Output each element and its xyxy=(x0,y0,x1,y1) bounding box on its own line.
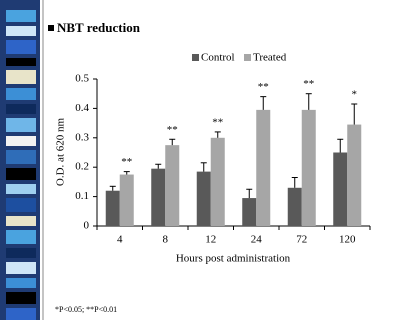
x-axis-title: Hours post administration xyxy=(176,253,291,265)
error-bar xyxy=(124,172,130,175)
significance-label: ** xyxy=(303,78,314,90)
bar xyxy=(165,145,179,226)
bar xyxy=(120,175,134,226)
chart: NBT reduction O.D. at 620 nm Hours post … xyxy=(0,0,419,320)
bar xyxy=(106,191,120,226)
x-tick-label: 8 xyxy=(163,234,169,246)
x-tick-label: 4 xyxy=(117,234,123,246)
y-tick-label: 0.4 xyxy=(75,102,89,114)
bar xyxy=(211,138,225,226)
bar xyxy=(333,153,347,227)
bar xyxy=(302,110,316,226)
significance-label: ** xyxy=(167,124,178,136)
y-tick-label: 0.2 xyxy=(75,161,89,173)
y-tick-label: 0 xyxy=(84,220,90,232)
decorative-strip xyxy=(0,0,43,320)
error-bar xyxy=(169,139,175,145)
footnote: *P<0.05; **P<0.01 xyxy=(55,305,117,314)
significance-label: ** xyxy=(212,116,223,128)
x-tick-label: 72 xyxy=(296,234,307,246)
x-tick-label: 120 xyxy=(339,234,356,246)
legend-label: Treated xyxy=(253,52,287,64)
y-tick-label: 0.1 xyxy=(75,190,89,202)
x-tick-label: 24 xyxy=(251,234,263,246)
bar xyxy=(288,188,302,226)
bar xyxy=(197,172,211,226)
error-bar xyxy=(246,189,252,198)
error-bar xyxy=(337,139,343,152)
y-tick-label: 0.3 xyxy=(75,131,89,143)
chart-title: NBT reduction xyxy=(57,20,141,35)
bullet xyxy=(48,25,54,31)
legend-label: Control xyxy=(201,52,235,64)
bar xyxy=(242,198,256,226)
bar xyxy=(151,169,165,226)
x-tick-label: 12 xyxy=(205,234,216,246)
error-bar xyxy=(260,97,266,110)
significance-label: * xyxy=(352,89,358,101)
error-bar xyxy=(201,163,207,172)
error-bar xyxy=(110,186,116,190)
bar xyxy=(347,125,361,226)
legend-swatch xyxy=(244,54,251,61)
error-bar xyxy=(351,104,357,125)
error-bar xyxy=(292,177,298,187)
bar xyxy=(256,110,270,226)
legend-swatch xyxy=(192,54,199,61)
y-axis-title: O.D. at 620 nm xyxy=(55,117,67,186)
significance-label: ** xyxy=(121,156,132,168)
y-tick-label: 0.5 xyxy=(75,73,89,85)
error-bar xyxy=(215,132,221,138)
error-bar xyxy=(306,94,312,110)
error-bar xyxy=(155,164,161,168)
significance-label: ** xyxy=(258,81,269,93)
